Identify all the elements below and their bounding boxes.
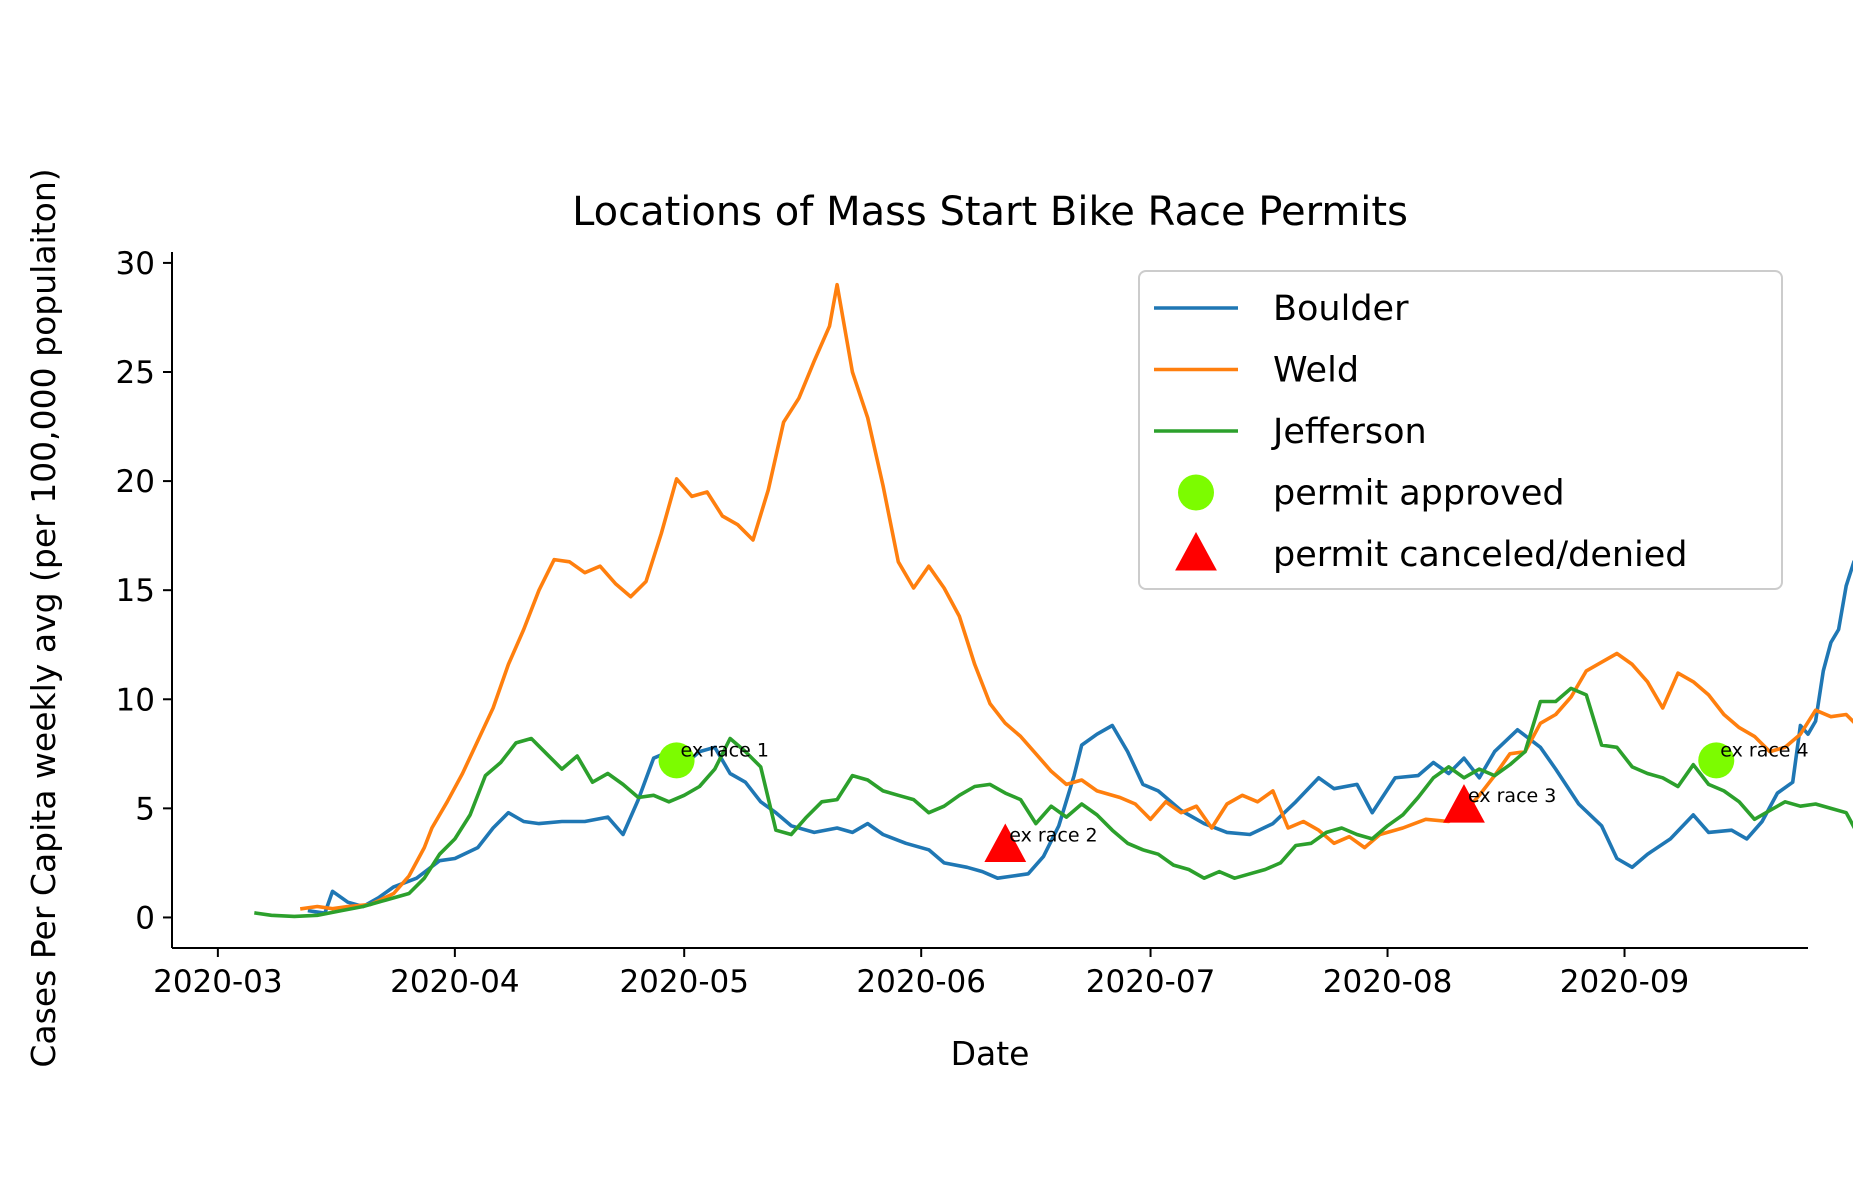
x-tick-label: 2020-04 (390, 964, 520, 1000)
legend-label: Jefferson (1271, 412, 1427, 452)
permit-approved-marker (1698, 742, 1735, 779)
legend: Boulder Weld Jefferson permit approved permi… (1138, 270, 1783, 590)
y-tick-label: 15 (116, 573, 155, 609)
y-tick-label: 20 (116, 464, 155, 500)
x-tick-label: 2020-03 (153, 964, 283, 1000)
permit-denied-marker (984, 823, 1027, 862)
y-axis-label: Cases Per Capita weekly avg (per 100,000… (24, 168, 63, 1067)
x-axis-label: Date (951, 1034, 1030, 1073)
plot-lines (254, 282, 1853, 919)
axes: 0 5 10 15 20 25 30 2020-03 2020-04 2020-05 2020-06… (116, 246, 1808, 1000)
race-annotation: ex race 2 (1009, 824, 1097, 846)
x-tick-label: 2020-08 (1323, 964, 1453, 1000)
x-tick-label: 2020-09 (1560, 964, 1690, 1000)
race-annotation: ex race 4 (1720, 739, 1808, 761)
legend-label: Weld (1273, 351, 1359, 391)
x-tick-label: 2020-07 (1086, 964, 1216, 1000)
legend-swatch-triangle (1175, 532, 1217, 571)
markers: ex race 1 ex race 2 ex race 3 ex race 4 (658, 739, 1809, 862)
series-line-weld (299, 282, 1853, 911)
x-tick-label: 2020-06 (856, 964, 986, 1000)
race-annotation: ex race 3 (1468, 785, 1556, 807)
y-tick-label: 30 (116, 246, 155, 282)
race-annotation: ex race 1 (681, 739, 769, 761)
legend-swatch-circle (1178, 474, 1214, 511)
permit-denied-marker (1443, 784, 1485, 823)
legend-frame (1138, 270, 1783, 590)
legend-label: Boulder (1273, 289, 1409, 329)
permit-approved-marker (658, 742, 695, 779)
y-tick-label: 5 (135, 791, 155, 827)
y-tick-label: 0 (135, 900, 155, 936)
legend-label: permit approved (1273, 474, 1565, 514)
chart-title: Locations of Mass Start Bike Race Permit… (572, 189, 1408, 235)
x-tick-label: 2020-05 (619, 964, 749, 1000)
legend-label: permit canceled/denied (1273, 535, 1688, 575)
y-tick-label: 25 (116, 355, 155, 391)
series-line-jefferson (254, 686, 1853, 919)
series-line-boulder (307, 560, 1853, 915)
y-tick-label: 10 (116, 682, 155, 718)
